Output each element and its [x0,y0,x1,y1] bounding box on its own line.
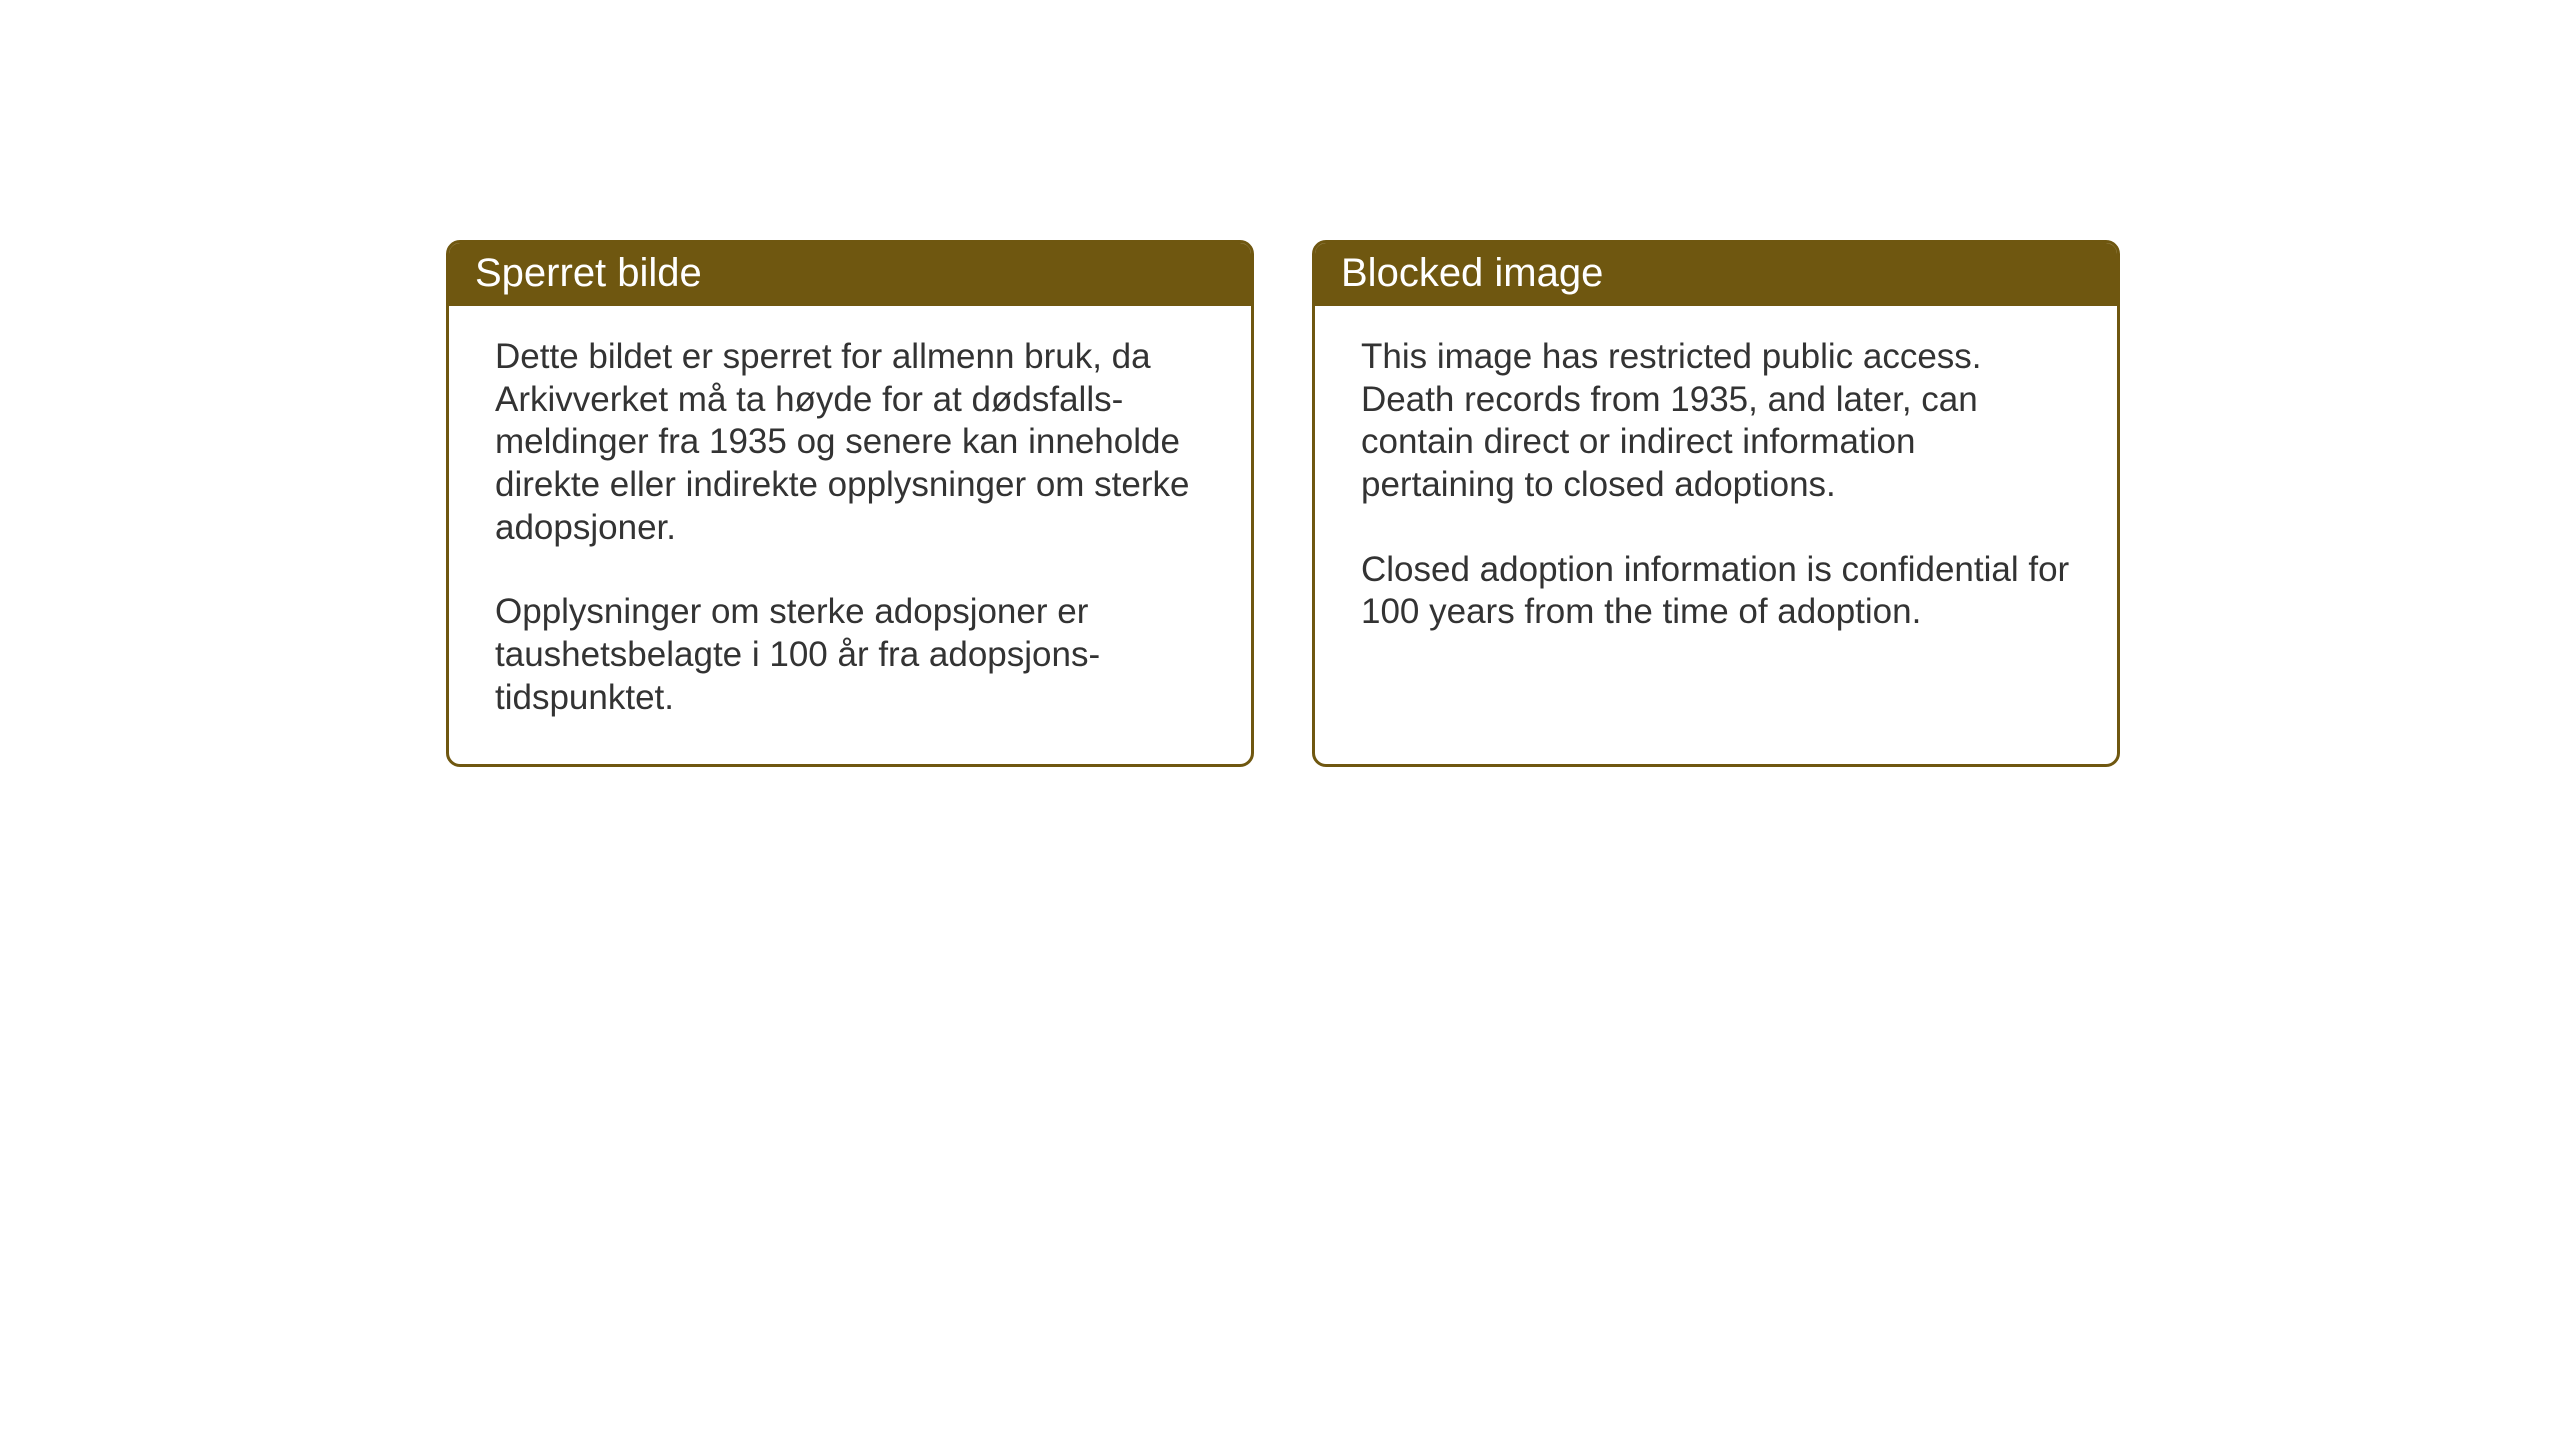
notice-paragraph: This image has restricted public access.… [1361,336,2077,507]
notice-box-english: Blocked image This image has restricted … [1312,240,2120,767]
notice-header-norwegian: Sperret bilde [449,243,1251,306]
notice-box-norwegian: Sperret bilde Dette bildet er sperret fo… [446,240,1254,767]
notice-body-norwegian: Dette bildet er sperret for allmenn bruk… [449,306,1251,764]
notice-body-english: This image has restricted public access.… [1315,306,2117,678]
notice-paragraph: Opplysninger om sterke adopsjoner er tau… [495,591,1211,719]
notice-header-english: Blocked image [1315,243,2117,306]
notice-paragraph: Dette bildet er sperret for allmenn bruk… [495,336,1211,549]
notice-paragraph: Closed adoption information is confident… [1361,549,2077,634]
notice-container: Sperret bilde Dette bildet er sperret fo… [446,240,2120,767]
